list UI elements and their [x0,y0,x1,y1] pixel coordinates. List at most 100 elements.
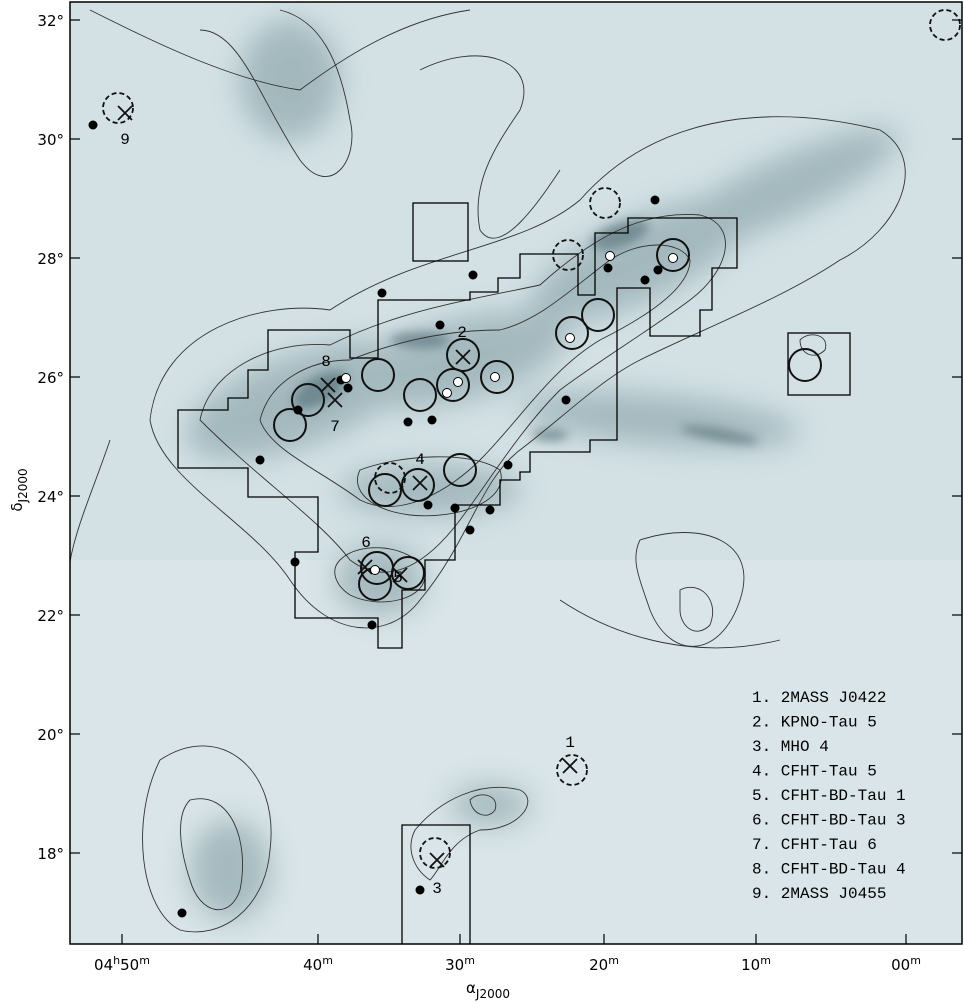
white-dot [565,333,575,343]
open-circle [403,378,437,412]
white-dot [370,565,380,575]
white-dot [341,373,351,383]
filled-dot [255,455,265,465]
filled-dot [465,525,475,535]
survey-outline [177,202,851,944]
open-circle [273,408,307,442]
axes: 18°20°22°24°26°28°30°32°04h50m 40m 30m 20m 1… [8,12,962,1001]
marker-label: 7 [330,418,340,436]
cross [320,377,336,393]
open-circle [361,358,395,392]
symbol: δ [8,502,26,511]
subscript: J2000 [475,987,510,1001]
filled-dot [640,275,650,285]
y-axis-title: δJ2000 [8,468,30,511]
x-tick-label: 00m [891,954,921,974]
x-tick-label: 40m [303,954,333,974]
x-tick-label: 10m [741,954,771,974]
filled-dot [403,417,413,427]
symbol: α [466,979,476,997]
dashed-circle [589,187,621,219]
open-circle [656,238,690,272]
y-tick-label: 30° [37,131,64,149]
filled-dot [177,908,187,918]
legend-entry: 5. CFHT-BD-Tau 1 [752,787,906,805]
y-tick-label: 28° [37,250,64,268]
white-dot [490,372,500,382]
plot-frame [69,1,963,945]
white-dot [605,251,615,261]
open-circle [555,316,589,350]
object-markers: 1 2 3 4 5 6 7 8 9 [88,9,961,918]
x-tick-label: 30m [445,954,475,974]
legend: 1. 2MASS J0422 2. KPNO-Tau 5 3. MHO 4 4. CF… [752,689,906,903]
filled-dot [435,320,445,330]
filled-dot [367,620,377,630]
tick-unit: h [113,954,120,967]
y-tick-label: 24° [37,488,64,506]
white-dot [668,253,678,263]
marker-label: 5 [393,569,403,587]
cross [392,567,408,583]
dashed-circle [929,9,961,41]
legend-entry: 1. 2MASS J0422 [752,689,886,707]
cross [429,852,445,868]
white-dot [442,388,452,398]
filled-dot [468,270,478,280]
y-tick-label: 32° [37,12,64,30]
dashed-circle [552,239,584,271]
legend-entry: 9. 2MASS J0455 [752,885,886,903]
filled-dot [293,405,303,415]
y-tick-label: 20° [37,726,64,744]
dashed-circle [419,837,451,869]
legend-entry: 8. CFHT-BD-Tau 4 [752,861,906,879]
tick-number: 30 [445,956,464,974]
tick-unit: m [910,954,921,967]
dashed-circle [374,462,406,494]
tick-unit: m [608,954,619,967]
legend-entry: 4. CFHT-Tau 5 [752,763,877,781]
x-tick-label: 04h50m [94,954,150,974]
tick-unit: m [322,954,333,967]
open-circle [401,468,435,502]
filled-dot [503,460,513,470]
tick-number: 10 [741,956,760,974]
tick-number: 20 [589,956,608,974]
legend-entry: 3. MHO 4 [752,738,829,756]
y-tick-label: 22° [37,607,64,625]
marker-label: 3 [432,880,442,898]
open-circle [581,298,615,332]
open-circle [788,348,822,382]
white-dot [453,377,463,387]
filled-dot [561,395,571,405]
cross [357,559,373,575]
marker-label: 1 [565,734,575,752]
open-circle [446,338,480,372]
filled-dot [485,505,495,515]
open-circle [368,473,402,507]
x-tick-label: 20m [589,954,619,974]
legend-entry: 7. CFHT-Tau 6 [752,836,877,854]
contours [70,9,906,933]
filled-dot [290,557,300,567]
open-circle [291,383,325,417]
tick-unit: m [464,954,475,967]
subscript: J2000 [16,468,30,503]
tick-number: 50 [120,956,139,974]
dashed-circle [102,92,134,124]
x-axis-title: αJ2000 [466,979,510,1001]
filled-dot [88,120,98,130]
y-tick-label: 18° [37,845,64,863]
cross [117,105,133,121]
legend-entry: 2. KPNO-Tau 5 [752,714,877,732]
legend-entry: 6. CFHT-BD-Tau 3 [752,812,906,830]
marker-label: 8 [321,353,331,371]
marker-label: 9 [120,131,130,149]
cross [412,475,428,491]
tick-number: 40 [303,956,322,974]
filled-dot [423,500,433,510]
marker-label: 2 [457,324,467,342]
y-tick-label: 26° [37,369,64,387]
cross [455,349,471,365]
sky-image: 1 2 3 4 5 6 7 8 9 [70,2,962,944]
